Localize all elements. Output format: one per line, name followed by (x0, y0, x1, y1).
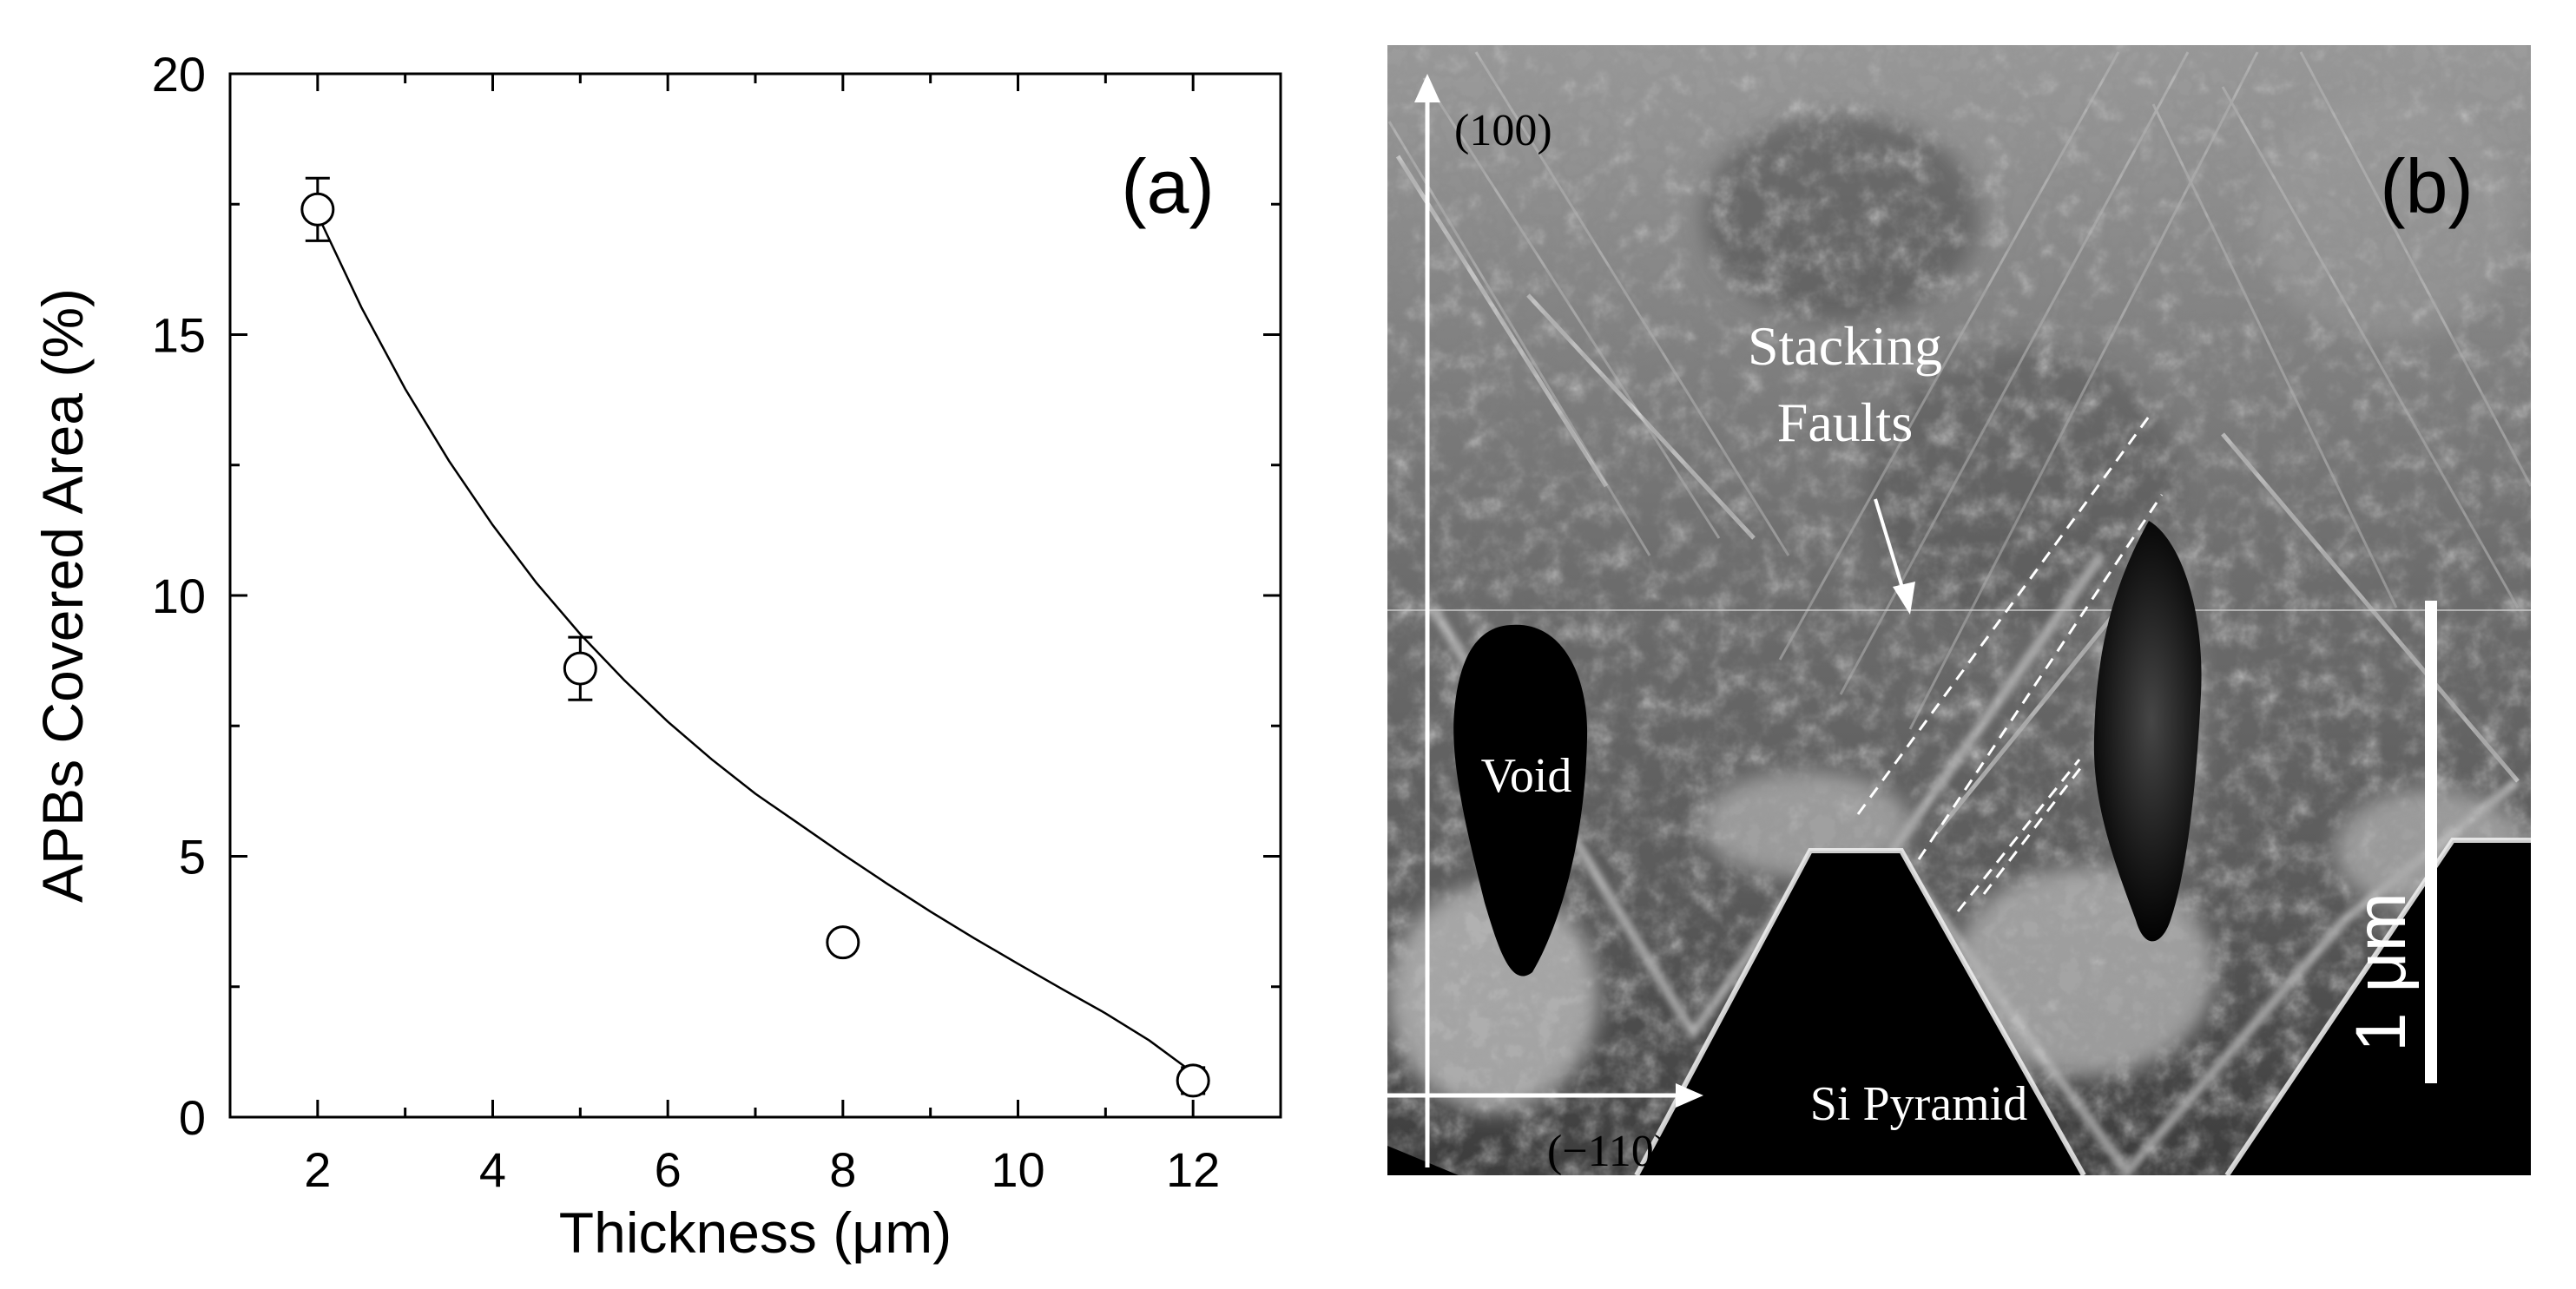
x-tick-label: 8 (829, 1142, 856, 1197)
data-point (826, 925, 860, 960)
y-tick-label: 20 (152, 47, 206, 102)
data-point (300, 192, 335, 227)
panel-label-a: (a) (1121, 143, 1215, 229)
scale-bar-label: 1 μm (2342, 892, 2421, 1052)
x-tick-label: 2 (304, 1142, 331, 1197)
axis-label-100: (100) (1454, 106, 1552, 155)
stacking-faults-arrowhead (1893, 582, 1915, 615)
y-tick-label: 5 (179, 830, 206, 885)
x-tick-label: 10 (991, 1142, 1044, 1197)
data-point (563, 651, 597, 686)
si-pyramids (1387, 838, 2531, 1175)
axis-label-neg110: (−110) (1547, 1127, 1669, 1176)
chart-a: 2 4 6 8 10 12 0 5 10 15 20 (a) Thickness (μm) APB… (30, 47, 1282, 1265)
y-ticks: 0 5 10 15 20 (152, 47, 1281, 1145)
x-tick-label: 4 (479, 1142, 506, 1197)
plot-frame (228, 72, 1282, 1119)
x-ticks: 2 4 6 8 10 12 (304, 74, 1220, 1197)
panel-label-b: (b) (2380, 143, 2474, 229)
x-tick-label: 12 (1166, 1142, 1220, 1197)
arrowhead-right (1676, 1083, 1703, 1108)
y-tick-label: 10 (152, 569, 206, 623)
y-axis-label: APBs Covered Area (%) (30, 288, 95, 903)
fit-curve (316, 214, 1194, 1074)
si-pyramid-label: Si Pyramid (1810, 1077, 2027, 1131)
stacking-faults-label-line2: Faults (1777, 391, 1913, 453)
arrowhead-up (1414, 74, 1440, 102)
x-axis-label: Thickness (μm) (559, 1200, 952, 1265)
y-tick-label: 15 (152, 308, 206, 363)
void-label: Void (1481, 749, 1572, 803)
stacking-faults-label-line1: Stacking (1748, 315, 1942, 377)
x-tick-label: 6 (655, 1142, 682, 1197)
data-point (1176, 1063, 1210, 1098)
void-left (1453, 624, 1588, 977)
stacking-faults-pointer (1874, 498, 1905, 591)
tem-micrograph (1387, 45, 2531, 1175)
tem-annotations: (100) (−110) (b) Stacking Faults Void Si… (1387, 74, 2474, 1176)
stacking-fault-lines (1856, 416, 2164, 912)
y-tick-label: 0 (179, 1090, 206, 1145)
data-points (300, 176, 1210, 1098)
fit-curve-group (316, 214, 1194, 1074)
